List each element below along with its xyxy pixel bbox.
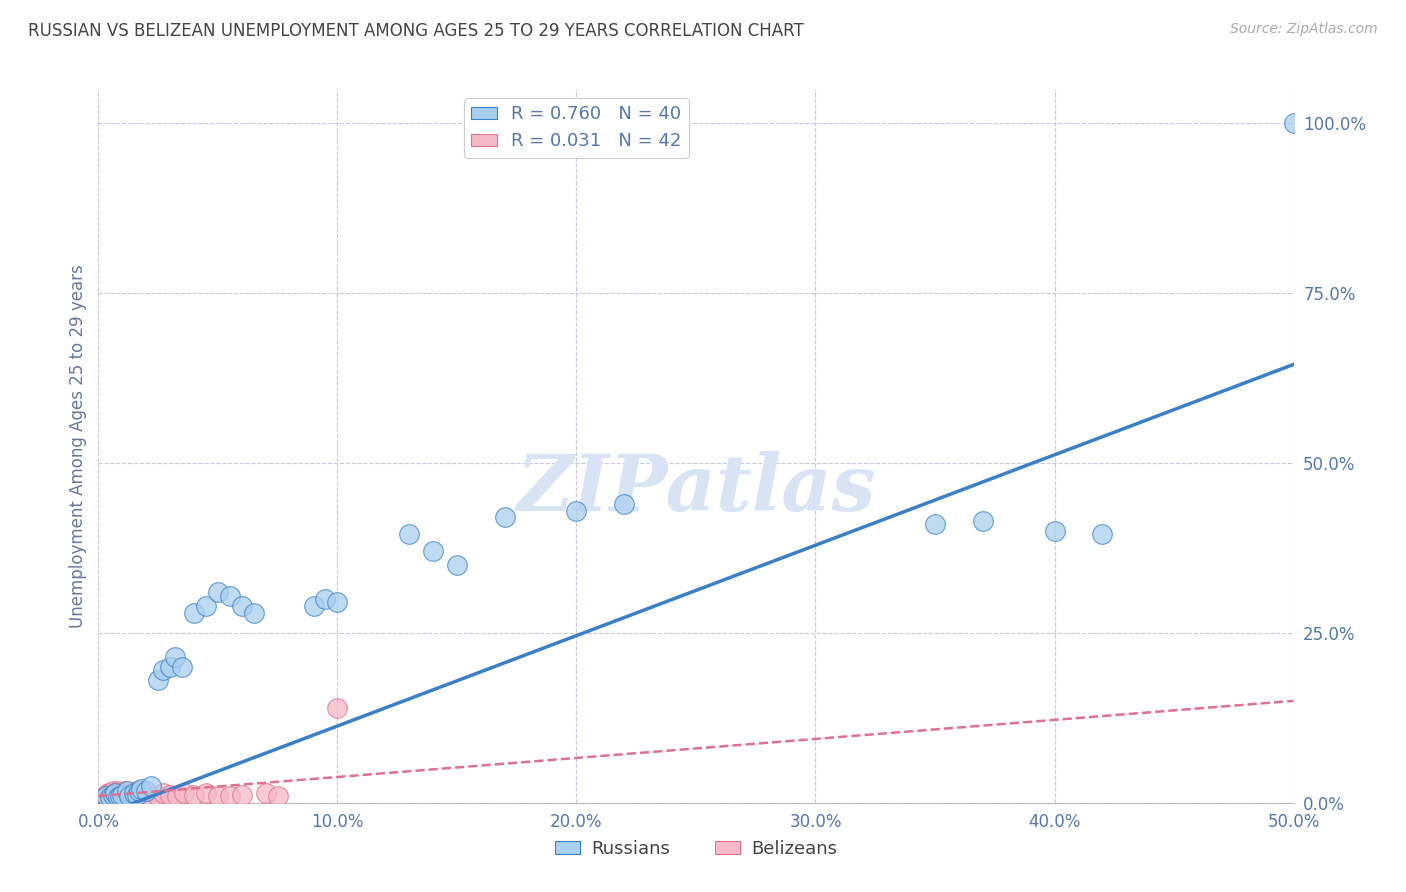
- Point: [565, 503, 588, 517]
- Point: [267, 789, 290, 803]
- Point: [231, 788, 253, 802]
- Point: [98, 786, 122, 800]
- Point: [131, 782, 153, 797]
- Point: [302, 599, 325, 613]
- Point: [494, 510, 516, 524]
- Point: [446, 558, 468, 572]
- Point: [94, 788, 117, 802]
- Point: [422, 544, 444, 558]
- Text: ZIPatlas: ZIPatlas: [516, 450, 876, 527]
- Point: [172, 660, 194, 674]
- Point: [139, 779, 162, 793]
- Point: [125, 783, 148, 797]
- Point: [128, 783, 150, 797]
- Point: [101, 783, 124, 797]
- Point: [108, 789, 131, 803]
- Point: [243, 606, 266, 620]
- Point: [613, 497, 636, 511]
- Point: [183, 788, 205, 802]
- Point: [111, 788, 134, 802]
- Point: [219, 589, 242, 603]
- Point: [207, 789, 229, 803]
- Point: [132, 789, 155, 803]
- Point: [101, 789, 124, 803]
- Point: [108, 789, 131, 803]
- Point: [194, 786, 217, 800]
- Point: [398, 527, 420, 541]
- Point: [118, 789, 141, 803]
- Point: [1043, 524, 1066, 538]
- Point: [114, 783, 136, 797]
- Point: [125, 788, 148, 802]
- Point: [326, 700, 349, 714]
- Point: [924, 517, 946, 532]
- Point: [97, 786, 120, 800]
- Point: [91, 792, 114, 806]
- Point: [163, 649, 186, 664]
- Point: [173, 786, 195, 800]
- Point: [124, 788, 146, 802]
- Point: [115, 788, 138, 802]
- Point: [115, 783, 138, 797]
- Point: [152, 663, 174, 677]
- Point: [326, 595, 349, 609]
- Point: [254, 786, 277, 800]
- Point: [166, 789, 188, 803]
- Point: [108, 786, 131, 800]
- Point: [207, 585, 229, 599]
- Point: [128, 789, 150, 803]
- Point: [194, 599, 217, 613]
- Point: [97, 789, 120, 803]
- Point: [121, 786, 143, 800]
- Point: [104, 789, 127, 803]
- Point: [148, 673, 170, 688]
- Point: [152, 786, 174, 800]
- Point: [94, 789, 117, 803]
- Point: [972, 514, 994, 528]
- Point: [118, 789, 141, 803]
- Point: [135, 783, 157, 797]
- Point: [183, 606, 205, 620]
- Point: [111, 786, 134, 800]
- Point: [148, 789, 170, 803]
- Point: [101, 788, 124, 802]
- Y-axis label: Unemployment Among Ages 25 to 29 years: Unemployment Among Ages 25 to 29 years: [69, 264, 87, 628]
- Point: [1282, 116, 1305, 130]
- Point: [98, 790, 122, 805]
- Point: [111, 790, 134, 805]
- Point: [159, 788, 181, 802]
- Legend: Russians, Belizeans: Russians, Belizeans: [547, 833, 845, 865]
- Text: RUSSIAN VS BELIZEAN UNEMPLOYMENT AMONG AGES 25 TO 29 YEARS CORRELATION CHART: RUSSIAN VS BELIZEAN UNEMPLOYMENT AMONG A…: [28, 22, 804, 40]
- Point: [135, 788, 157, 802]
- Point: [1091, 527, 1114, 541]
- Point: [98, 790, 122, 805]
- Point: [104, 786, 127, 800]
- Point: [104, 786, 127, 800]
- Point: [231, 599, 253, 613]
- Point: [107, 783, 129, 797]
- Point: [159, 660, 181, 674]
- Point: [131, 786, 153, 800]
- Point: [107, 790, 129, 805]
- Text: Source: ZipAtlas.com: Source: ZipAtlas.com: [1230, 22, 1378, 37]
- Point: [139, 790, 162, 805]
- Point: [124, 786, 146, 800]
- Point: [219, 789, 242, 803]
- Point: [94, 790, 117, 805]
- Point: [114, 789, 136, 803]
- Point: [107, 788, 129, 802]
- Point: [315, 591, 337, 606]
